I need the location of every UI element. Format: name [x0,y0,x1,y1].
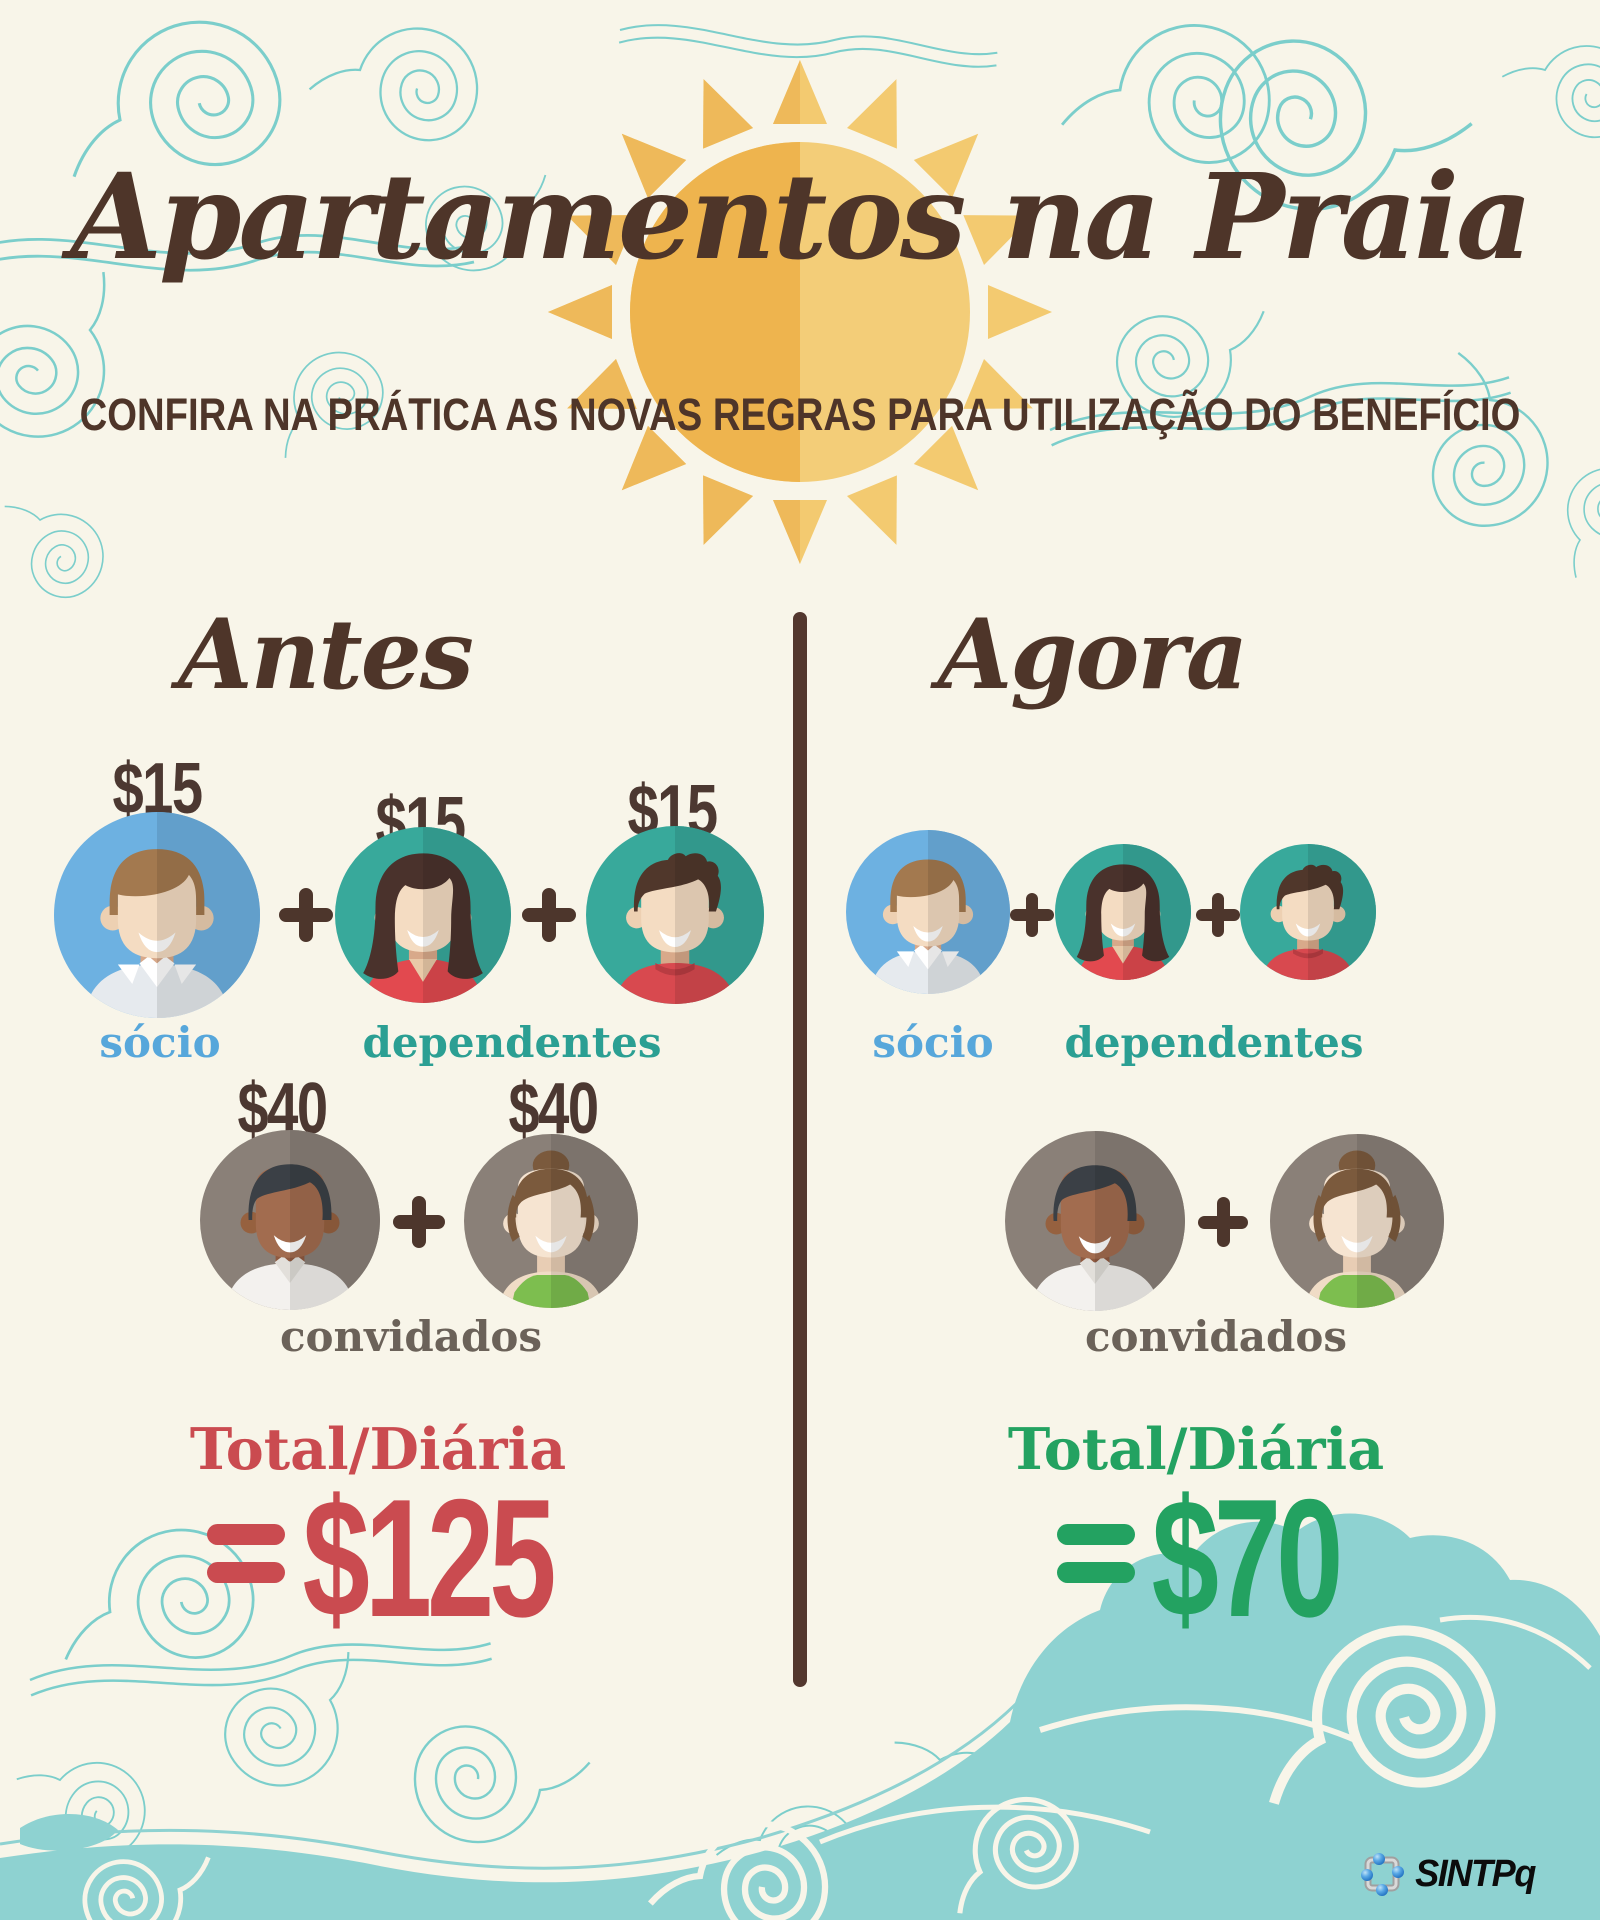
equals-icon [207,1524,285,1583]
guest-woman-avatar [464,1134,638,1308]
guest-woman-avatar [1270,1134,1444,1308]
brand-logo: SINTPq [1358,1850,1538,1898]
plus-icon [1198,1197,1248,1247]
before-total-label: Total/Diária [189,1416,567,1483]
page-subtitle: CONFIRA NA PRÁTICA AS NOVAS REGRAS PARA … [79,389,1521,440]
page-title: Apartamentos na Praia [70,147,1532,286]
before-total-value: $125 [302,1464,557,1652]
dependent-woman-avatar [335,827,511,1003]
sun-icon [548,60,1052,564]
plus-icon [522,888,576,942]
equals-icon [1057,1524,1135,1583]
dependent-boy-avatar [1240,828,1376,996]
sintpq-logo-icon [1361,1853,1404,1896]
member-avatar [54,812,260,1018]
after-guests-label: convidados [1084,1312,1348,1361]
before-heading: Antes [178,598,474,711]
brand-logo-text: SINTPq [1415,1853,1536,1895]
dependent-boy-avatar [586,826,764,1004]
before-dependents-label: dependentes [362,1018,662,1067]
guest-man-avatar [1005,1131,1185,1311]
after-total-value: $70 [1151,1464,1344,1652]
column-divider [793,612,807,1687]
plus-icon [1196,893,1240,937]
before-guests-label: convidados [279,1312,543,1361]
guest-man-avatar [200,1130,380,1310]
bottom-wave-solid [0,1513,1600,1920]
plus-icon [279,888,333,942]
after-total-label: Total/Diária [1007,1416,1385,1483]
plus-icon [393,1196,445,1248]
before-member-label: sócio [99,1018,221,1067]
after-member-label: sócio [872,1018,994,1067]
member-avatar [846,810,1010,1014]
after-heading: Agora [937,598,1248,711]
dependent-woman-avatar [1055,828,1191,996]
after-dependents-label: dependentes [1064,1018,1364,1067]
plus-icon [1010,893,1054,937]
